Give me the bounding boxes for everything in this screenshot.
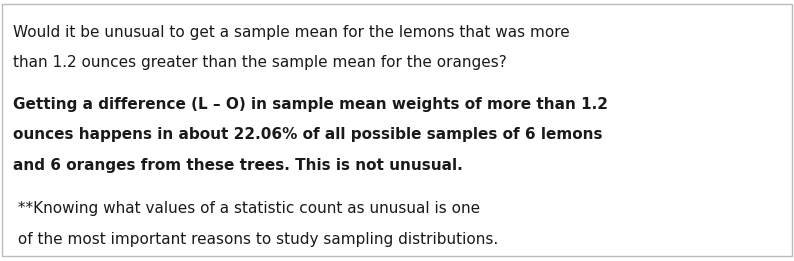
Text: and 6 oranges from these trees. This is not unusual.: and 6 oranges from these trees. This is … — [13, 158, 462, 173]
Text: of the most important reasons to study sampling distributions.: of the most important reasons to study s… — [13, 232, 498, 247]
Text: ounces happens in about 22.06% of all possible samples of 6 lemons: ounces happens in about 22.06% of all po… — [13, 127, 602, 142]
Text: Getting a difference (L – O) in sample mean weights of more than 1.2: Getting a difference (L – O) in sample m… — [13, 97, 607, 111]
Text: Would it be unusual to get a sample mean for the lemons that was more: Would it be unusual to get a sample mean… — [13, 25, 569, 40]
Text: **Knowing what values of a statistic count as unusual is one: **Knowing what values of a statistic cou… — [13, 201, 480, 216]
Text: than 1.2 ounces greater than the sample mean for the oranges?: than 1.2 ounces greater than the sample … — [13, 55, 507, 70]
